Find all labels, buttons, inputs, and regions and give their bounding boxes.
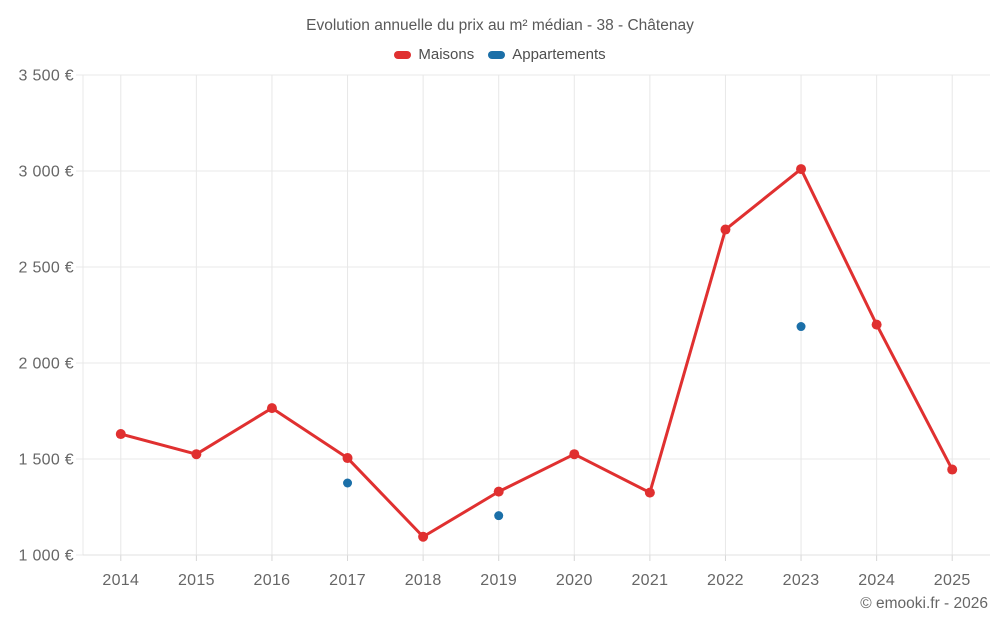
maisons-swatch-icon bbox=[394, 50, 412, 59]
x-axis-label: 2015 bbox=[178, 572, 215, 589]
copyright-credit: © emooki.fr - 2026 bbox=[860, 595, 988, 612]
y-axis-label: 3 500 € bbox=[19, 68, 74, 85]
x-axis-label: 2016 bbox=[254, 572, 291, 589]
maisons-point-2016[interactable] bbox=[266, 403, 277, 414]
x-axis-label: 2019 bbox=[480, 572, 517, 589]
x-axis-label: 2025 bbox=[934, 572, 971, 589]
x-axis-label: 2017 bbox=[329, 572, 366, 589]
maisons-point-2014[interactable] bbox=[115, 429, 126, 440]
legend-item-maisons[interactable]: Maisons bbox=[394, 46, 474, 63]
maisons-line bbox=[119, 167, 954, 539]
appartements-point-2019[interactable] bbox=[494, 511, 504, 521]
appartements-swatch-icon bbox=[488, 50, 506, 59]
y-axis-label: 3 000 € bbox=[19, 164, 74, 181]
x-axis-label: 2020 bbox=[556, 572, 593, 589]
appartements-point-2017[interactable] bbox=[343, 478, 353, 488]
maisons-point-2023[interactable] bbox=[796, 164, 807, 175]
legend-item-appartements[interactable]: Appartements bbox=[488, 46, 606, 63]
maisons-point-2020[interactable] bbox=[569, 449, 580, 460]
maisons-point-2019[interactable] bbox=[493, 486, 504, 497]
maisons-point-2024[interactable] bbox=[871, 319, 882, 330]
maisons-point-2021[interactable] bbox=[644, 487, 655, 498]
y-axis-label: 1 000 € bbox=[19, 548, 74, 565]
x-axis-label: 2022 bbox=[707, 572, 744, 589]
x-axis-label: 2023 bbox=[783, 572, 820, 589]
y-axis-label: 2 500 € bbox=[19, 260, 74, 277]
chart-title: Evolution annuelle du prix au m² médian … bbox=[306, 17, 694, 34]
maisons-point-2015[interactable] bbox=[191, 449, 202, 460]
y-axis-label: 2 000 € bbox=[19, 356, 74, 373]
y-axis-label: 1 500 € bbox=[19, 452, 74, 469]
chart-legend: Maisons Appartements bbox=[0, 46, 1000, 63]
maisons-point-2022[interactable] bbox=[720, 224, 731, 235]
maisons-point-2025[interactable] bbox=[947, 464, 958, 475]
x-axis-label: 2021 bbox=[631, 572, 668, 589]
appartements-point-2023[interactable] bbox=[796, 322, 806, 332]
x-axis-label: 2018 bbox=[405, 572, 442, 589]
maisons-point-2018[interactable] bbox=[418, 531, 429, 542]
legend-label-maisons: Maisons bbox=[418, 46, 475, 63]
x-axis-label: 2014 bbox=[102, 572, 139, 589]
legend-label-appartements: Appartements bbox=[512, 46, 606, 63]
x-axis-label: 2024 bbox=[858, 572, 895, 589]
maisons-point-2017[interactable] bbox=[342, 453, 353, 464]
